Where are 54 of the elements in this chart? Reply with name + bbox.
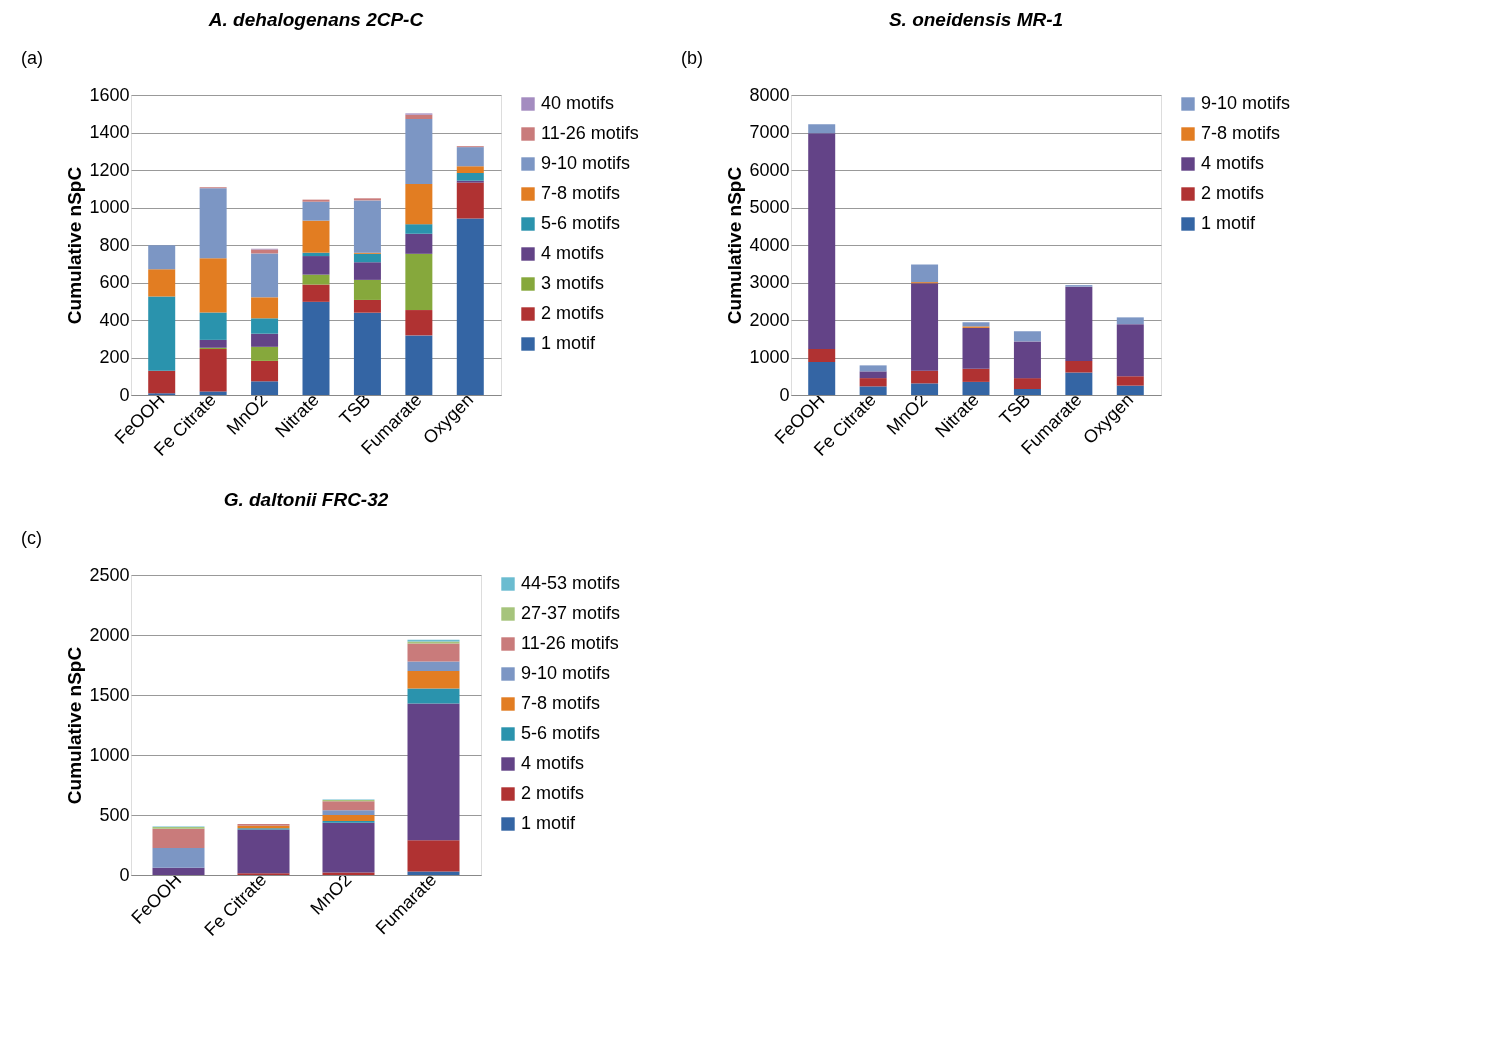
- legend-label: 7-8 motifs: [541, 183, 621, 203]
- legend-label: 5-6 motifs: [521, 723, 601, 743]
- legend-label: 40 motifs: [541, 93, 615, 113]
- y-tick-label: 8000: [749, 84, 790, 105]
- legend-label: 11-26 motifs: [541, 123, 639, 143]
- y-tick-label: 200: [99, 347, 130, 367]
- y-tick-label: 1500: [89, 684, 130, 705]
- legend-label: 1 motif: [1201, 213, 1257, 233]
- text: (c): [21, 528, 42, 548]
- legend-label: 11-26 motifs: [521, 633, 619, 653]
- legend-label: 4 motifs: [521, 753, 585, 773]
- y-tick-label: 3000: [749, 272, 790, 292]
- legend-label: 2 motifs: [1201, 183, 1265, 203]
- y-tick-label: 800: [99, 234, 130, 255]
- legend-label: 2 motifs: [521, 783, 585, 803]
- y-tick-label: 2000: [89, 624, 130, 645]
- legend-label: 7-8 motifs: [1201, 123, 1281, 143]
- y-axis-title: Cumulative nSpC: [724, 166, 746, 325]
- chart-title: A. dehalogenans 2CP-C: [207, 9, 424, 30]
- y-tick-label: 1000: [89, 744, 130, 765]
- y-tick-label: 500: [99, 804, 130, 825]
- legend-label: 2 motifs: [541, 303, 605, 323]
- legend-label: 9-10 motifs: [1201, 93, 1291, 113]
- y-tick-label: 6000: [749, 159, 790, 180]
- y-tick-label: 1200: [89, 159, 130, 180]
- text: (b): [681, 48, 703, 68]
- y-tick-label: 0: [119, 864, 130, 885]
- chart-title: G. daltonii FRC-32: [223, 489, 389, 510]
- legend-label: 4 motifs: [541, 243, 605, 263]
- y-tick-label: 1000: [89, 197, 130, 217]
- y-tick-label: 5000: [749, 197, 790, 217]
- y-tick-label: 2500: [89, 564, 130, 585]
- y-tick-label: 4000: [749, 234, 790, 255]
- y-tick-label: 2000: [749, 309, 790, 330]
- legend-label: 1 motif: [521, 813, 577, 833]
- y-tick-label: 1000: [749, 347, 790, 367]
- y-axis-title: Cumulative nSpC: [64, 646, 86, 805]
- y-axis-title: Cumulative nSpC: [64, 166, 86, 325]
- legend-label: 44-53 motifs: [521, 573, 621, 593]
- legend-label: 1 motif: [541, 333, 597, 353]
- legend-label: 4 motifs: [1201, 153, 1265, 173]
- text: (a): [21, 48, 43, 68]
- y-tick-label: 600: [99, 272, 130, 292]
- legend-label: 9-10 motifs: [541, 153, 631, 173]
- y-tick-label: 7000: [749, 122, 790, 142]
- legend-label: 5-6 motifs: [541, 213, 621, 233]
- chart-title: S. oneidensis MR-1: [888, 9, 1064, 30]
- legend-label: 9-10 motifs: [521, 663, 611, 683]
- legend-label: 27-37 motifs: [521, 603, 621, 623]
- y-tick-label: 1400: [89, 122, 130, 142]
- y-tick-label: 400: [99, 309, 130, 330]
- y-tick-label: 1600: [89, 84, 130, 105]
- legend-label: 7-8 motifs: [521, 693, 601, 713]
- legend-label: 3 motifs: [541, 273, 605, 293]
